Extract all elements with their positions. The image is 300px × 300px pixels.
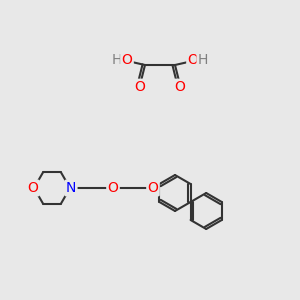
Text: O: O: [175, 80, 185, 94]
Text: N: N: [66, 181, 76, 195]
Text: O: O: [122, 53, 132, 67]
Text: O: O: [135, 80, 146, 94]
Text: O: O: [188, 53, 198, 67]
Text: O: O: [148, 181, 158, 195]
Text: O: O: [108, 181, 118, 195]
Text: O: O: [28, 181, 38, 195]
Text: H: H: [198, 53, 208, 67]
Text: H: H: [112, 53, 122, 67]
